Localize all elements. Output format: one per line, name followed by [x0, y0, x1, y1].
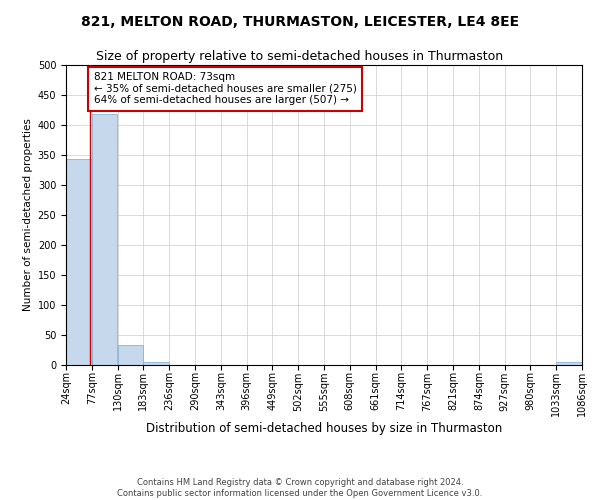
- Bar: [143, 362, 169, 365]
- Y-axis label: Number of semi-detached properties: Number of semi-detached properties: [23, 118, 34, 312]
- Text: 821, MELTON ROAD, THURMASTON, LEICESTER, LE4 8EE: 821, MELTON ROAD, THURMASTON, LEICESTER,…: [81, 15, 519, 29]
- Bar: [118, 345, 143, 365]
- Bar: [92, 114, 118, 365]
- Text: Size of property relative to semi-detached houses in Thurmaston: Size of property relative to semi-detach…: [97, 50, 503, 63]
- Bar: [556, 362, 582, 365]
- Text: 821 MELTON ROAD: 73sqm
← 35% of semi-detached houses are smaller (275)
64% of se: 821 MELTON ROAD: 73sqm ← 35% of semi-det…: [94, 72, 356, 106]
- Bar: [66, 159, 92, 365]
- X-axis label: Distribution of semi-detached houses by size in Thurmaston: Distribution of semi-detached houses by …: [146, 422, 502, 435]
- Text: Contains HM Land Registry data © Crown copyright and database right 2024.
Contai: Contains HM Land Registry data © Crown c…: [118, 478, 482, 498]
